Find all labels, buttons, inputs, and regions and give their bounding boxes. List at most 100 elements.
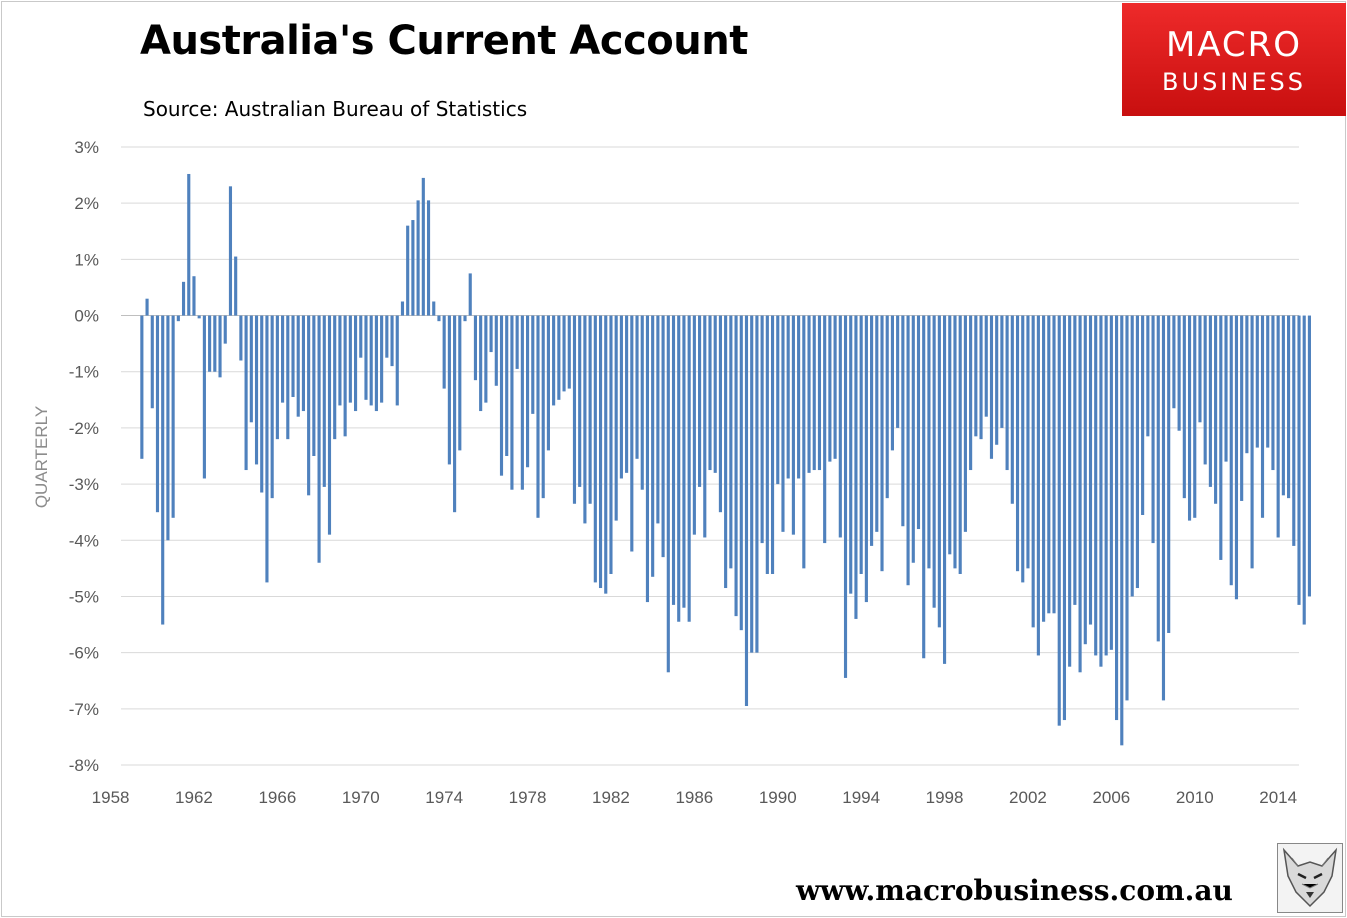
- y-tick-label: -7%: [69, 700, 99, 719]
- bar: [234, 256, 238, 316]
- bar: [317, 315, 321, 563]
- bar: [374, 315, 378, 412]
- bar: [1307, 315, 1311, 597]
- bar: [885, 315, 889, 499]
- bar: [969, 315, 973, 471]
- bar: [1177, 315, 1181, 431]
- bar: [171, 315, 175, 518]
- bar: [1073, 315, 1077, 605]
- bar: [916, 315, 921, 530]
- logo-line-business: BUSINESS: [1162, 68, 1306, 96]
- bar: [254, 315, 259, 465]
- bar: [202, 315, 206, 479]
- bar: [838, 315, 842, 538]
- bar: [1240, 315, 1244, 501]
- bar: [718, 315, 722, 513]
- bar: [244, 315, 248, 471]
- bar: [463, 315, 467, 322]
- x-tick-label: 1974: [425, 788, 463, 807]
- bar: [677, 315, 681, 622]
- bar: [843, 315, 848, 678]
- bar: [1026, 315, 1030, 569]
- bar: [416, 200, 420, 316]
- bar: [432, 301, 436, 316]
- bar: [181, 281, 186, 316]
- bar: [567, 315, 571, 389]
- bar: [833, 315, 837, 459]
- bar: [338, 315, 342, 406]
- bar: [453, 315, 457, 513]
- bar: [1182, 315, 1186, 499]
- logo-line-macro: MACRO: [1165, 25, 1303, 65]
- macro-business-logo: MACRO BUSINESS: [1122, 3, 1346, 116]
- bar: [890, 315, 894, 451]
- bar: [296, 315, 300, 417]
- bar: [343, 315, 347, 437]
- bar: [651, 315, 655, 577]
- bar: [598, 315, 603, 589]
- bar: [812, 315, 816, 471]
- bar: [312, 315, 316, 456]
- bar: [166, 315, 170, 541]
- bar: [901, 315, 905, 527]
- bar: [1094, 315, 1098, 656]
- x-tick-label: 1970: [342, 788, 380, 807]
- bar: [1276, 315, 1280, 538]
- bar: [755, 315, 759, 653]
- bar: [322, 315, 326, 487]
- bars: [140, 173, 1311, 746]
- bar: [1198, 315, 1202, 423]
- bar: [823, 315, 827, 544]
- bar: [1109, 315, 1113, 650]
- bar: [499, 315, 504, 476]
- bar: [1187, 315, 1192, 521]
- bar: [442, 315, 446, 389]
- x-tick-label: 2006: [1092, 788, 1130, 807]
- bar: [1062, 315, 1067, 721]
- bar: [927, 315, 931, 569]
- bar: [1125, 315, 1129, 701]
- bar: [1229, 315, 1233, 586]
- bar: [270, 315, 274, 499]
- bar: [963, 315, 967, 532]
- bar: [734, 315, 738, 617]
- bar: [1015, 315, 1020, 572]
- y-tick-label: -8%: [69, 756, 99, 775]
- bar: [1021, 315, 1025, 583]
- bar: [192, 276, 196, 316]
- x-tick-label: 1986: [675, 788, 713, 807]
- bar: [145, 298, 149, 316]
- y-tick-label: -6%: [69, 644, 99, 663]
- y-axis-label: QUARTERLY: [32, 406, 51, 508]
- bar: [228, 186, 233, 316]
- bar: [1203, 315, 1207, 465]
- bar: [1088, 315, 1093, 625]
- bar: [911, 315, 915, 563]
- bar: [671, 315, 676, 605]
- bar: [750, 315, 754, 653]
- bar: [1281, 315, 1285, 496]
- bar: [1167, 315, 1171, 633]
- bar: [995, 315, 999, 445]
- bar: [1078, 315, 1082, 673]
- bar: [1208, 315, 1212, 487]
- bar: [1193, 315, 1197, 518]
- bar: [609, 315, 613, 574]
- y-tick-label: -3%: [69, 475, 99, 494]
- x-axis-ticks: 1958 1962 1966 1970 1974 1978 1982 1986 1990 1994…: [92, 788, 1297, 807]
- bar: [1224, 315, 1228, 462]
- bar: [614, 315, 618, 521]
- bar: [661, 315, 665, 558]
- bar: [140, 315, 144, 459]
- bar: [1302, 315, 1306, 625]
- x-tick-label: 2010: [1176, 788, 1214, 807]
- bar: [948, 315, 952, 555]
- bar: [797, 315, 801, 479]
- bar: [578, 315, 582, 487]
- bar: [1297, 315, 1301, 605]
- bar: [260, 315, 264, 493]
- bar: [327, 315, 332, 535]
- bar: [218, 315, 222, 378]
- x-tick-label: 1982: [592, 788, 630, 807]
